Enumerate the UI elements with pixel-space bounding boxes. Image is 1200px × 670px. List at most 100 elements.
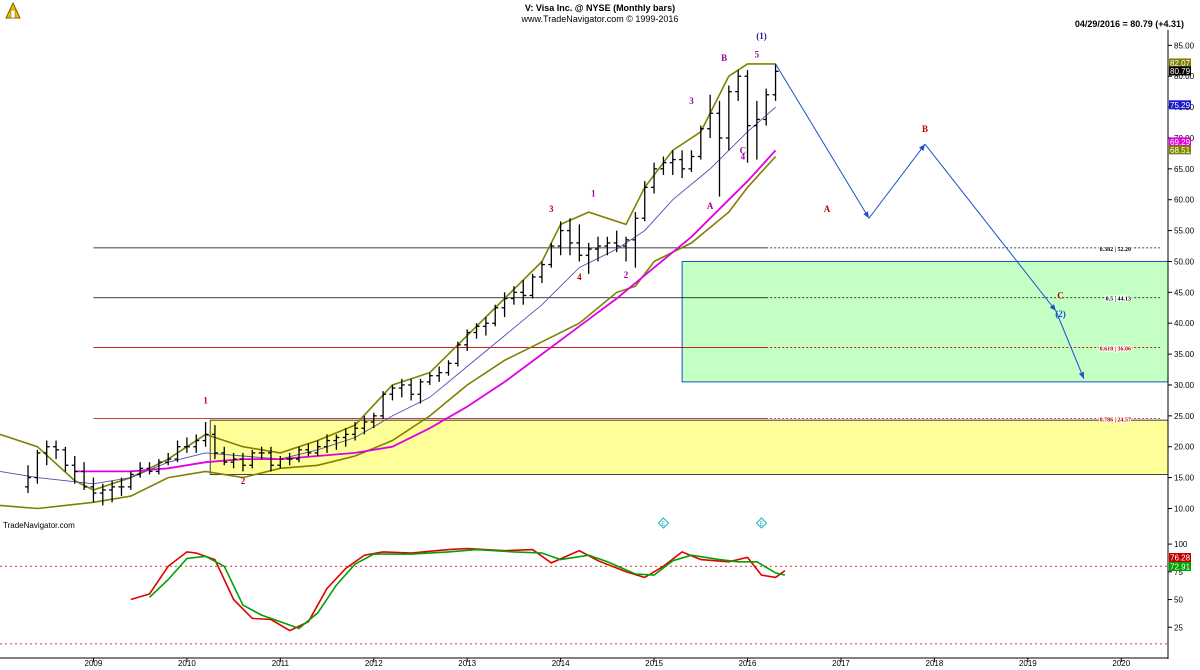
ohlc-bar [576, 224, 583, 262]
ohlc-bar [34, 449, 41, 484]
wave-label: C [740, 145, 747, 155]
ohlc-bar [641, 181, 648, 222]
ohlc-bar [585, 242, 592, 274]
x-tick-label: 2018 [926, 659, 944, 668]
ohlc-bar [763, 88, 770, 126]
ohlc-bar [566, 218, 573, 256]
ohlc-bar [623, 236, 630, 262]
ohlc-bar [137, 462, 144, 478]
wave-label: A [707, 201, 714, 211]
ohlc-bar [408, 378, 415, 401]
ohlc-bar [211, 425, 218, 460]
projection-arrowhead [863, 211, 869, 219]
wave-label: (1) [756, 31, 767, 41]
title-block: V: Visa Inc. @ NYSE (Monthly bars) www.T… [0, 3, 1200, 25]
ohlc-bar [109, 480, 116, 503]
ohlc-bar [688, 150, 695, 172]
ohlc-bar [595, 236, 602, 262]
stoch-y-tick-label: 75 [1174, 568, 1183, 577]
y-tick-label: 60.00 [1174, 196, 1195, 205]
x-tick-label: 2013 [458, 659, 476, 668]
ohlc-bar [296, 446, 303, 463]
ohlc-bar [389, 384, 396, 401]
ohlc-bar [305, 443, 312, 456]
copyright-label: www.TradeNavigator.com © 1999-2016 [521, 14, 679, 24]
stoch-d-line [148, 548, 786, 630]
fib-label: 0.5 | 44.13 [1106, 297, 1131, 303]
ohlc-bar [221, 446, 228, 466]
ohlc-bar [118, 477, 125, 497]
ohlc-bar [454, 341, 461, 367]
ohlc-bar [249, 449, 256, 469]
ohlc-bar [370, 412, 377, 429]
wave-label: 3 [689, 96, 694, 106]
wave-label: 3 [549, 204, 554, 214]
value-tag-label: 75.29 [1170, 101, 1191, 110]
value-tag [1169, 58, 1191, 68]
ohlc-bar [529, 273, 536, 299]
wave-label: 4 [577, 272, 582, 282]
event-marker-label: E [760, 522, 764, 528]
ohlc-bar [492, 304, 499, 327]
ohlc-bar [651, 162, 658, 194]
projection-segment [924, 143, 1057, 312]
ohlc-bar [520, 280, 527, 305]
wave-label: B [721, 53, 727, 63]
ohlc-bar [707, 94, 714, 138]
y-tick-label: 30.00 [1174, 381, 1195, 390]
wave-label: 2 [241, 476, 246, 486]
ohlc-bar [510, 286, 517, 305]
y-tick-label: 55.00 [1174, 227, 1195, 236]
y-tick-label: 40.00 [1174, 319, 1195, 328]
stoch-tag [1169, 553, 1191, 562]
ohlc-bar [725, 85, 732, 151]
ohlc-bar [464, 329, 471, 352]
ohlc-bar [165, 452, 172, 466]
event-marker-label: E [661, 522, 665, 528]
wave-label: 2 [624, 270, 629, 280]
ohlc-bar [548, 242, 555, 268]
wave-label: C [1057, 291, 1064, 301]
yellow-zone [209, 419, 1169, 476]
value-tag-label: 80.79 [1170, 67, 1191, 76]
y-tick-label: 65.00 [1174, 165, 1195, 174]
ohlc-bar [258, 446, 265, 460]
ohlc-bar [81, 462, 88, 490]
ohlc-bar [604, 236, 611, 256]
ohlc-bar [660, 156, 667, 176]
value-tag-label: 68.51 [1170, 146, 1191, 155]
ohlc-bar [193, 434, 200, 453]
y-tick-label: 25.00 [1174, 412, 1195, 421]
ohlc-bar [99, 483, 106, 506]
ohlc-bar [436, 366, 443, 382]
green-zone [681, 260, 1169, 383]
ohlc-bar [174, 440, 181, 463]
event-marker-icon [755, 517, 768, 529]
y-tick-label: 50.00 [1174, 257, 1195, 266]
stoch-tag [1169, 562, 1191, 571]
x-tick-label: 2015 [645, 659, 663, 668]
value-tag-label: 69.29 [1170, 138, 1191, 147]
wave-label: 4 [741, 152, 746, 162]
bollinger-lower [0, 155, 777, 510]
value-tag [1169, 66, 1191, 76]
ohlc-bar [772, 63, 779, 101]
x-tick-label: 2019 [1019, 659, 1037, 668]
x-tick-label: 2012 [365, 659, 383, 668]
ohlc-bar [127, 471, 134, 490]
ohlc-bar [314, 440, 321, 456]
ohlc-bar [679, 150, 686, 179]
x-tick-label: 2017 [832, 659, 850, 668]
wave-label: 1 [591, 189, 596, 199]
ohlc-bar [71, 455, 78, 484]
ohlc-bar [277, 455, 284, 469]
ohlc-bar [398, 378, 405, 398]
stoch-tag-label: 76.28 [1170, 554, 1191, 563]
ohlc-bar [501, 292, 508, 318]
y-tick-label: 35.00 [1174, 350, 1195, 359]
event-marker-icon [657, 517, 670, 529]
x-tick-label: 2010 [178, 659, 196, 668]
stoch-y-tick-label: 50 [1174, 596, 1183, 605]
ohlc-bar [25, 465, 32, 494]
